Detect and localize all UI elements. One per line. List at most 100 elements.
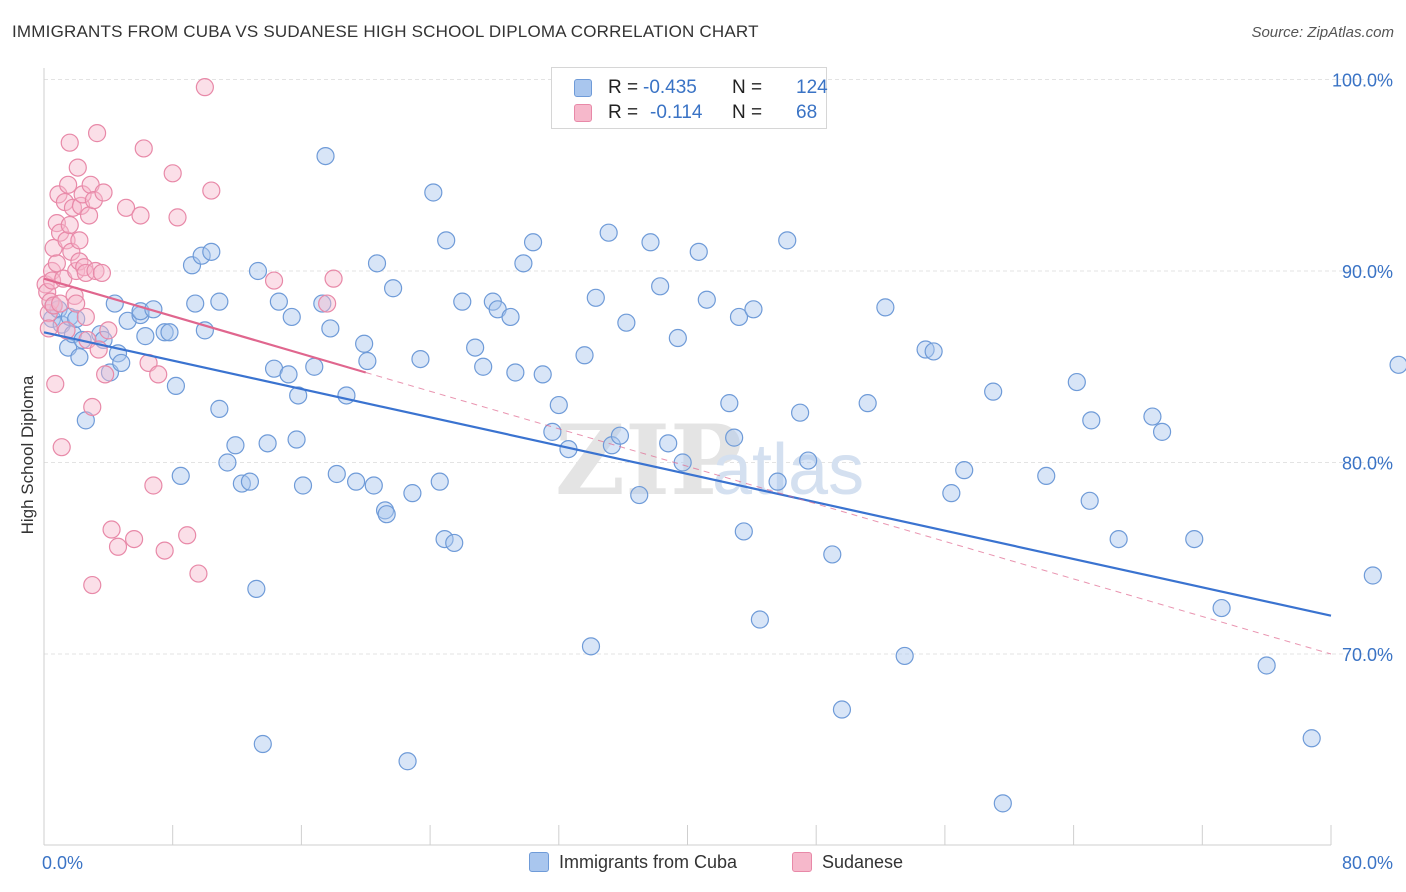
data-point-cuba: [617, 313, 636, 332]
data-point-cuba: [226, 436, 245, 455]
data-point-sudanese: [189, 564, 208, 583]
data-point-cuba: [346, 472, 366, 491]
data-point-cuba: [641, 233, 660, 252]
data-point-cuba: [210, 292, 229, 311]
data-point-cuba: [186, 294, 205, 313]
data-point-cuba: [876, 298, 895, 317]
data-point-cuba: [942, 484, 961, 503]
tick-labels: 100.0% 90.0% 80.0% 70.0% 0.0% 80.0%: [42, 71, 1393, 874]
legend-swatch-cuba: [574, 79, 592, 97]
data-point-sudanese: [84, 191, 103, 210]
data-point-cuba: [105, 294, 124, 313]
data-point-cuba: [313, 294, 332, 313]
data-point-sudanese: [264, 271, 284, 290]
data-point-cuba: [287, 430, 306, 449]
bottom-legend-swatch-cuba: [529, 852, 549, 872]
data-point-cuba: [533, 365, 552, 384]
data-point-sudanese: [116, 198, 136, 217]
data-point-cuba: [282, 307, 301, 327]
data-point-cuba: [1363, 566, 1382, 585]
bottom-legend-cuba: Immigrants from Cuba: [529, 852, 737, 873]
x-tick-label: 80.0%: [1342, 853, 1393, 873]
data-point-cuba: [1212, 598, 1231, 618]
data-point-cuba: [673, 453, 692, 472]
data-point-sudanese: [86, 261, 105, 281]
x-tick-label: 0.0%: [42, 853, 83, 873]
data-point-cuba: [651, 277, 670, 296]
y-tick-label: 80.0%: [1342, 454, 1393, 474]
data-point-cuba: [858, 394, 877, 413]
data-point-sudanese: [131, 206, 150, 225]
data-point-cuba: [182, 256, 202, 275]
data-point-sudanese: [108, 537, 128, 556]
data-point-sudanese: [60, 215, 79, 235]
trend-lines: [43, 277, 1332, 655]
data-point-cuba: [744, 300, 763, 319]
bottom-legend-swatch-sudanese: [792, 852, 812, 872]
data-point-cuba: [955, 461, 974, 480]
data-point-cuba: [1082, 411, 1101, 430]
data-point-sudanese: [168, 208, 187, 227]
data-point-sudanese: [52, 438, 71, 457]
legend-n-label: N =: [732, 102, 763, 123]
data-point-cuba: [327, 464, 346, 484]
data-point-cuba: [630, 485, 649, 505]
data-point-cuba: [1143, 407, 1162, 426]
data-point-cuba: [1067, 372, 1086, 392]
data-point-cuba: [305, 357, 324, 376]
data-point-cuba: [506, 363, 525, 382]
data-point-sudanese: [57, 231, 76, 250]
data-point-cuba: [279, 365, 298, 384]
data-point-cuba: [1080, 491, 1099, 510]
data-point-sudanese: [102, 520, 121, 539]
data-point-cuba: [430, 472, 449, 491]
data-point-cuba: [668, 328, 687, 348]
data-point-sudanese: [155, 541, 174, 560]
data-point-cuba: [258, 434, 277, 453]
data-point-sudanese: [44, 296, 63, 315]
data-point-cuba: [411, 349, 430, 369]
data-point-cuba: [720, 394, 739, 413]
data-point-cuba: [832, 700, 852, 719]
legend-r-value: -0.114: [650, 102, 703, 123]
data-point-cuba: [689, 242, 708, 261]
data-point-cuba: [549, 395, 568, 415]
data-point-cuba: [377, 505, 396, 524]
data-point-sudanese: [92, 263, 112, 283]
data-point-cuba: [734, 522, 753, 541]
data-point-cuba: [367, 254, 387, 273]
data-point-cuba: [599, 223, 618, 242]
data-point-cuba: [823, 545, 842, 564]
stats-legend: R = -0.435 N = 124 R = -0.114 N = 68: [551, 67, 828, 129]
data-point-cuba: [240, 472, 260, 491]
data-point-cuba: [247, 579, 266, 598]
data-point-sudanese: [68, 158, 87, 177]
data-point-cuba: [725, 428, 744, 447]
data-point-sudanese: [59, 175, 78, 194]
data-point-cuba: [383, 279, 403, 298]
data-point-cuba: [355, 334, 374, 353]
data-point-cuba: [136, 327, 155, 346]
chart-source: Source: ZipAtlas.com: [1251, 24, 1394, 41]
data-point-cuba: [202, 242, 221, 261]
data-point-sudanese: [76, 307, 95, 327]
data-point-cuba: [799, 451, 818, 470]
data-point-sudanese: [60, 133, 79, 152]
data-point-cuba: [543, 422, 562, 441]
data-point-sudanese: [50, 294, 70, 313]
data-point-sudanese: [83, 397, 102, 417]
data-point-cuba: [586, 288, 605, 307]
data-point-cuba: [514, 254, 533, 273]
legend-r-label: R =: [608, 77, 639, 98]
watermark: ZIP atlas: [555, 404, 864, 517]
y-tick-label: 100.0%: [1332, 71, 1393, 91]
data-point-cuba: [501, 307, 520, 327]
series-sudanese-points: [36, 78, 343, 595]
bottom-legend-label-sudanese: Sudanese: [822, 852, 904, 872]
data-point-cuba: [610, 426, 630, 445]
data-point-cuba: [424, 183, 443, 202]
chart-title: IMMIGRANTS FROM CUBA VS SUDANESE HIGH SC…: [12, 22, 759, 41]
data-point-sudanese: [83, 575, 102, 595]
data-point-cuba: [70, 348, 89, 367]
